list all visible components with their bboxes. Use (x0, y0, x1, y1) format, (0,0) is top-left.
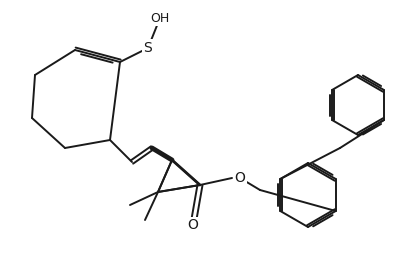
Text: O: O (188, 218, 199, 232)
Text: OH: OH (150, 11, 170, 24)
Text: O: O (234, 171, 245, 185)
Text: S: S (144, 41, 152, 55)
